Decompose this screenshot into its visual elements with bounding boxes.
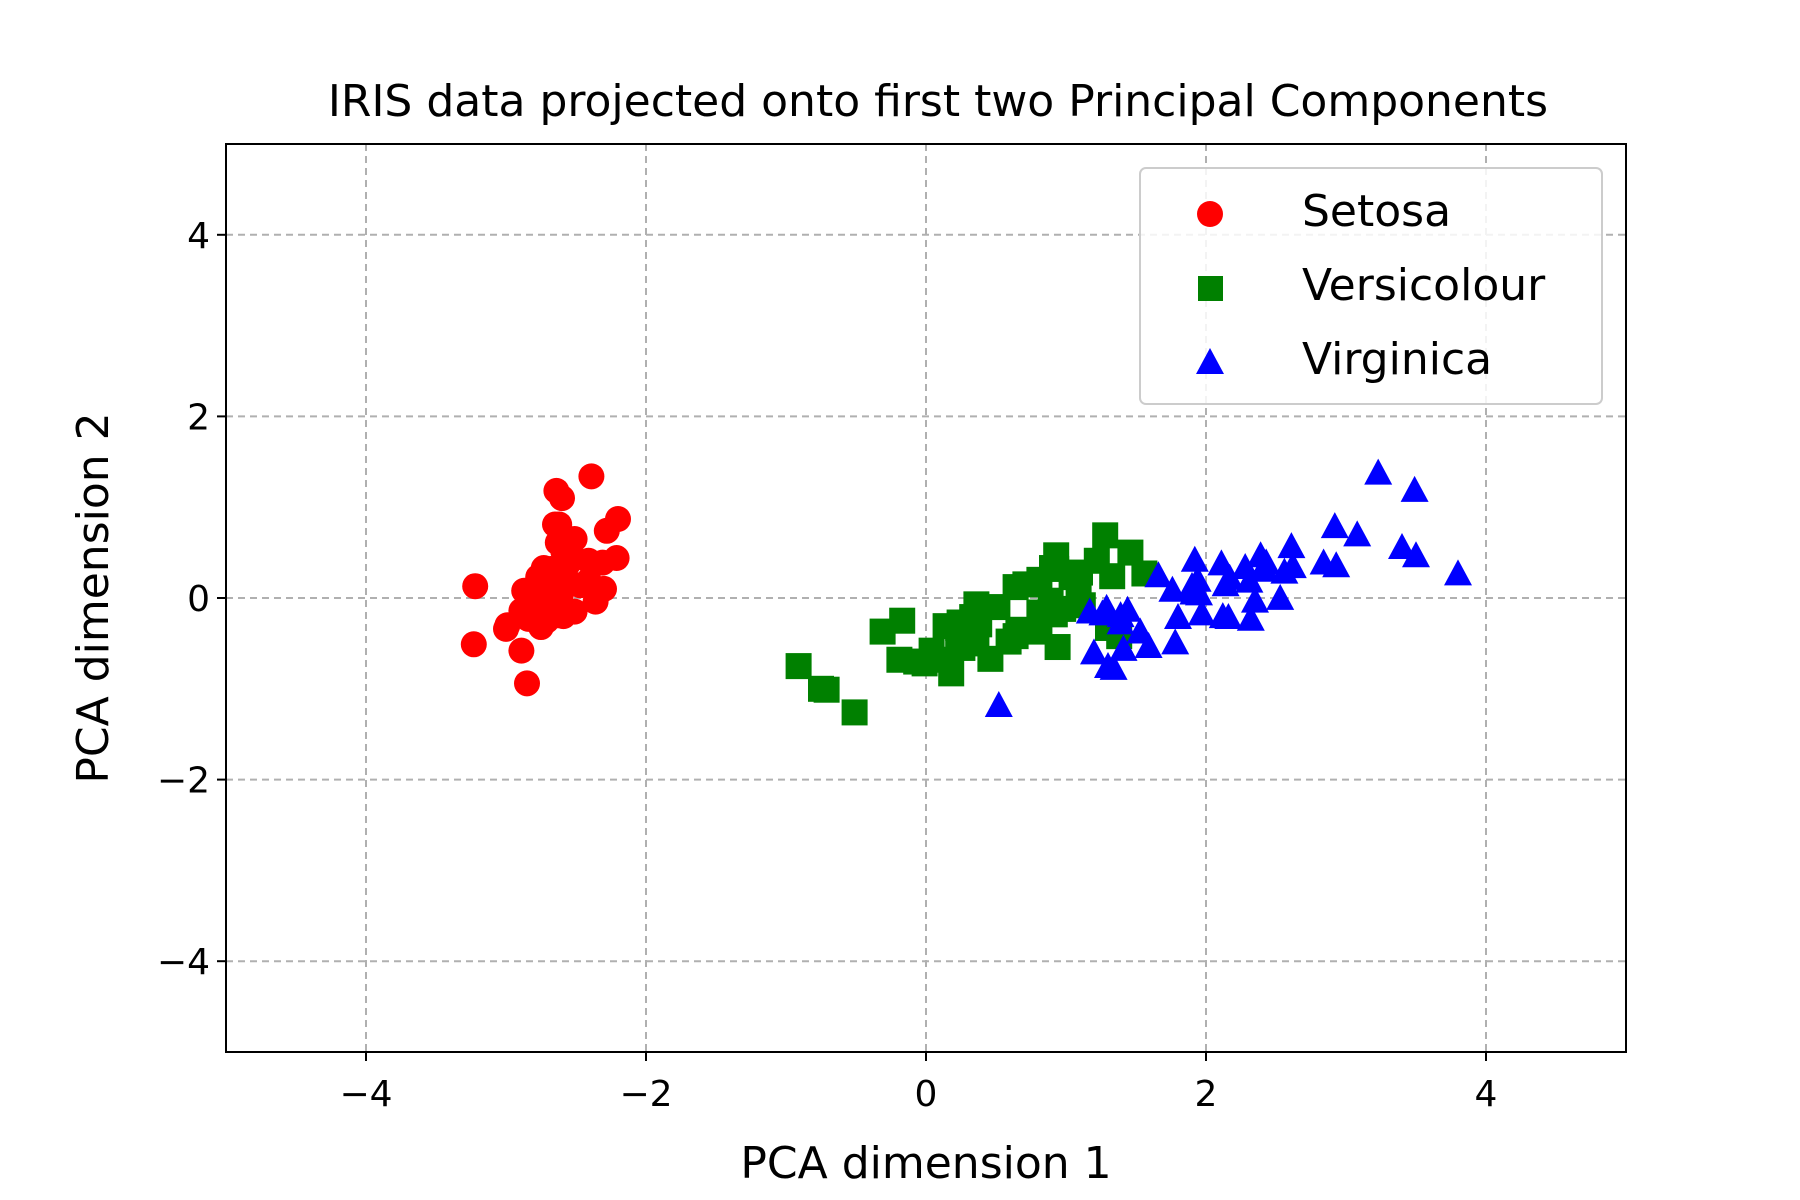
- data-point: [1246, 541, 1275, 568]
- series-virginica: [984, 458, 1472, 718]
- data-point: [841, 699, 868, 726]
- legend-marker-versicolour: [1198, 276, 1223, 301]
- data-point: [1214, 602, 1243, 629]
- data-point: [1026, 618, 1053, 645]
- x-tick-label: 2: [1195, 1074, 1218, 1115]
- data-point: [1388, 533, 1416, 560]
- data-point: [935, 646, 962, 673]
- grid-lines: [226, 144, 1626, 1052]
- data-point: [1277, 532, 1306, 559]
- data-point: [535, 575, 561, 602]
- data-point: [1083, 547, 1110, 574]
- series-versicolour: [785, 522, 1158, 726]
- data-point: [549, 485, 575, 512]
- data-point: [1187, 599, 1216, 626]
- y-tick-label: −2: [157, 761, 210, 802]
- y-tick-label: −4: [157, 942, 210, 983]
- data-point: [1106, 608, 1135, 635]
- data-point: [785, 653, 812, 680]
- data-point: [1002, 574, 1029, 601]
- data-point: [605, 506, 631, 533]
- legend-marker-setosa: [1197, 201, 1223, 227]
- x-tick-label: −2: [619, 1074, 672, 1115]
- data-point: [1400, 475, 1429, 502]
- data-point: [1161, 628, 1190, 655]
- axis-ticks: −4 −2 0 2 4 −4 −2 0 2 4: [157, 216, 1498, 1115]
- data-point: [557, 532, 584, 559]
- data-point: [1211, 570, 1240, 597]
- x-tick-label: 0: [915, 1074, 938, 1115]
- legend-label-setosa: Setosa: [1302, 186, 1451, 237]
- y-tick-label: 2: [187, 397, 210, 438]
- data-point: [1144, 561, 1173, 588]
- data-point: [1037, 587, 1064, 614]
- plot-frame: [225, 143, 1627, 1053]
- data-point: [1444, 559, 1472, 586]
- data-point: [462, 573, 489, 600]
- data-point: [869, 618, 896, 645]
- data-point: [1343, 520, 1372, 547]
- data-point: [1207, 549, 1236, 576]
- legend-frame: [1139, 167, 1603, 405]
- data-point: [460, 631, 487, 658]
- data-point: [886, 646, 913, 673]
- data-point: [1309, 548, 1338, 575]
- data-point: [1092, 593, 1121, 620]
- y-tick-label: 4: [187, 216, 210, 257]
- data-point: [1320, 512, 1349, 539]
- data-point: [514, 670, 540, 697]
- y-axis-label: PCA dimension 2: [68, 412, 119, 783]
- series-setosa: [460, 463, 631, 697]
- x-tick-label: 4: [1475, 1074, 1498, 1115]
- x-tick-label: −4: [339, 1074, 392, 1115]
- data-point: [575, 567, 602, 594]
- x-axis-label: PCA dimension 1: [740, 1138, 1111, 1189]
- data-point: [1080, 638, 1108, 665]
- data-point: [1266, 583, 1295, 610]
- data-point: [1402, 541, 1430, 568]
- data-point: [1094, 652, 1122, 679]
- data-point: [1158, 575, 1187, 602]
- data-point: [515, 605, 542, 632]
- data-point: [1092, 522, 1119, 549]
- data-point: [493, 615, 519, 642]
- data-point: [603, 545, 630, 572]
- data-point: [1134, 632, 1163, 659]
- data-points: [460, 458, 1472, 726]
- chart-title: IRIS data projected onto first two Princ…: [328, 76, 1548, 127]
- data-point: [955, 616, 981, 643]
- data-point: [1250, 555, 1279, 582]
- data-point: [1270, 557, 1299, 584]
- data-point: [1164, 602, 1192, 629]
- legend-marker-virginica: [1196, 348, 1224, 374]
- data-point: [1236, 604, 1265, 631]
- legend-label-virginica: Virginica: [1302, 334, 1492, 385]
- data-point: [1364, 458, 1393, 485]
- data-point: [1126, 617, 1155, 644]
- data-point: [582, 588, 609, 615]
- data-point: [1235, 566, 1264, 593]
- data-point: [578, 463, 605, 490]
- data-point: [1109, 634, 1138, 661]
- data-point: [1180, 545, 1209, 572]
- data-point: [508, 637, 535, 664]
- data-point: [1178, 572, 1206, 599]
- legend: Setosa Versicolour Virginica: [1139, 167, 1603, 405]
- data-point: [813, 676, 840, 703]
- data-point: [1241, 586, 1269, 613]
- data-point: [1075, 597, 1104, 624]
- data-point: [984, 691, 1013, 718]
- legend-label-versicolour: Versicolour: [1302, 260, 1546, 311]
- y-tick-label: 0: [187, 579, 210, 620]
